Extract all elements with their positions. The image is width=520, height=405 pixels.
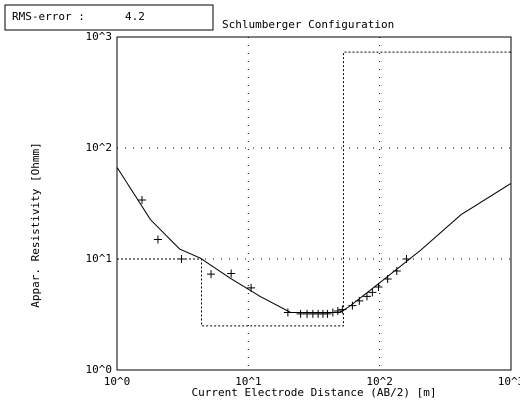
- x-tick-label: 10^0: [104, 375, 131, 388]
- y-tick-label: 10^0: [86, 363, 113, 376]
- data-point: [207, 270, 215, 278]
- model-line: [117, 52, 511, 326]
- y-tick-label: 10^1: [86, 252, 113, 265]
- data-point: [154, 235, 162, 243]
- y-axis-label: Appar. Resistivity [Ohmm]: [29, 142, 42, 308]
- data-point: [227, 270, 235, 278]
- chart-title: Schlumberger Configuration: [222, 18, 394, 31]
- data-point: [334, 307, 342, 315]
- data-point: [348, 302, 356, 310]
- y-tick-label: 10^3: [86, 30, 113, 43]
- rms-value: 4.2: [125, 10, 145, 23]
- data-point: [323, 310, 331, 318]
- x-tick-label: 10^2: [366, 375, 393, 388]
- y-tick-label: 10^2: [86, 141, 113, 154]
- plot-frame: [117, 37, 511, 370]
- fit-line: [117, 167, 511, 312]
- page: {"chart_data": { "type": "line", "title"…: [0, 0, 520, 405]
- x-axis-label: Current Electrode Distance (AB/2) [m]: [191, 386, 436, 399]
- x-tick-label: 10^3: [498, 375, 520, 388]
- data-point: [363, 292, 371, 300]
- chart: RMS-error : 4.2 Schlumberger Configurati…: [0, 0, 520, 405]
- rms-label: RMS-error :: [12, 10, 85, 23]
- x-tick-label: 10^1: [235, 375, 262, 388]
- data-point: [368, 288, 376, 296]
